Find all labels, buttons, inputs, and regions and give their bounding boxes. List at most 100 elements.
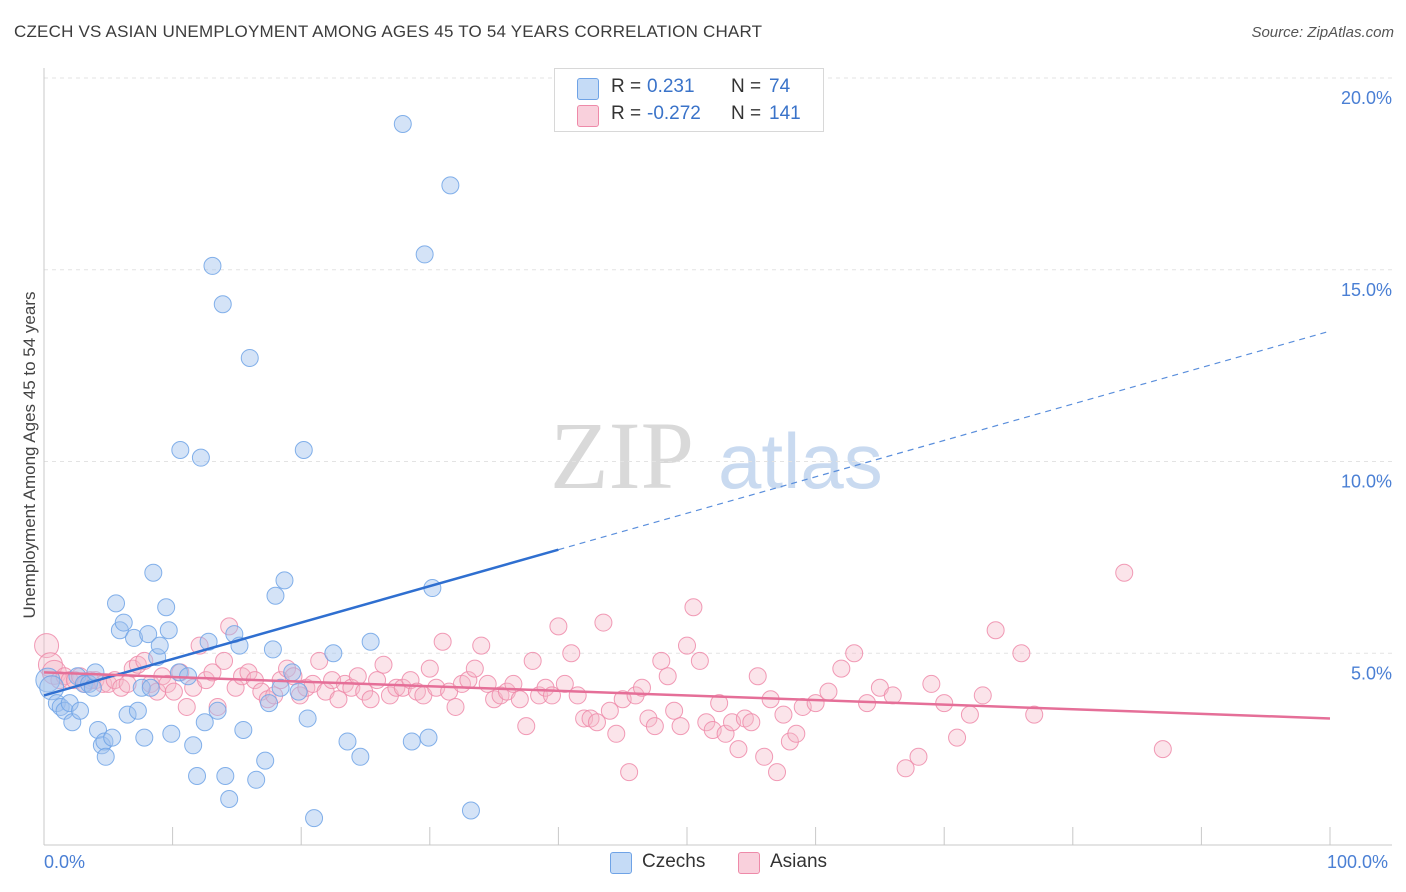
asian-point	[465, 659, 484, 678]
czech-point	[132, 678, 151, 697]
asian-point	[755, 747, 774, 766]
asian-point	[517, 717, 536, 736]
correlation-legend: R = 0.231 N = 74 R = -0.272 N = 141	[554, 68, 824, 132]
czech-point	[199, 632, 218, 651]
asian-point	[652, 651, 671, 670]
czech-point	[159, 621, 178, 640]
asian-point	[665, 701, 684, 720]
czech-point	[361, 632, 380, 651]
czech-point	[266, 586, 285, 605]
asian-point	[387, 678, 406, 697]
asian-point	[632, 678, 651, 697]
source-label: Source: ZipAtlas.com	[1251, 24, 1394, 41]
asian-point	[671, 717, 690, 736]
czech-point	[393, 115, 412, 134]
asian-point	[555, 674, 574, 693]
asian-point	[197, 671, 216, 690]
asian-point	[960, 705, 979, 724]
asian-point	[742, 713, 761, 732]
asian-point	[697, 713, 716, 732]
asian-point	[1025, 705, 1044, 724]
legend-n-value-czechs: 74	[769, 76, 791, 97]
asian-point	[845, 644, 864, 663]
czech-point	[103, 728, 122, 747]
asian-point	[819, 682, 838, 701]
czech-trend-solid	[43, 548, 559, 697]
y-tick-label: 20.0%	[1341, 88, 1392, 108]
czech-point	[234, 720, 253, 739]
asian-point	[549, 617, 568, 636]
asian-point	[587, 713, 606, 732]
asian-point	[716, 724, 735, 743]
czech-point	[289, 682, 308, 701]
asian-point	[374, 655, 393, 674]
czech-point	[150, 636, 169, 655]
asian-point	[536, 678, 555, 697]
czech-point	[60, 694, 79, 713]
chart-title: CZECH VS ASIAN UNEMPLOYMENT AMONG AGES 4…	[14, 22, 763, 41]
czech-point	[162, 724, 181, 743]
asian-point	[626, 686, 645, 705]
asian-point	[973, 686, 992, 705]
asian-point	[690, 651, 709, 670]
asian-point	[774, 705, 793, 724]
asian-point	[420, 659, 439, 678]
czech-point	[263, 640, 282, 659]
asian-point	[177, 697, 196, 716]
asian-point	[472, 636, 491, 655]
asian-point	[768, 763, 787, 782]
asian-point	[620, 763, 639, 782]
czech-point	[338, 732, 357, 751]
asian-point	[600, 701, 619, 720]
czech-point	[195, 713, 214, 732]
czech-point	[114, 613, 133, 632]
legend-n-value-asians: 141	[769, 103, 801, 124]
czech-point	[294, 440, 313, 459]
asian-point	[158, 674, 177, 693]
czech-point	[135, 728, 154, 747]
asian-point	[208, 697, 227, 716]
asian-point	[594, 613, 613, 632]
bottom-legend-label-asians: Asians	[770, 851, 828, 872]
asian-point	[986, 621, 1005, 640]
legend-r-label-czechs: R =	[611, 76, 642, 97]
y-tick-label: 15.0%	[1341, 280, 1392, 300]
asian-point	[639, 709, 658, 728]
asian-point	[37, 652, 63, 678]
czech-point	[128, 701, 147, 720]
czech-point	[305, 809, 324, 828]
asian-point	[329, 690, 348, 709]
asian-point	[446, 697, 465, 716]
asian-point	[645, 717, 664, 736]
asian-point	[678, 636, 696, 655]
czech-point	[96, 747, 115, 766]
y-tick-labels: 5.0% 10.0% 15.0% 20.0%	[1341, 88, 1392, 683]
czech-point	[298, 709, 317, 728]
asian-trend-line	[43, 671, 1331, 720]
czech-point	[171, 440, 190, 459]
asian-point	[1012, 644, 1031, 663]
czech-point	[107, 594, 126, 613]
legend-swatch-czechs	[577, 78, 599, 100]
asian-point	[935, 694, 954, 713]
asian-point	[523, 651, 542, 670]
czech-point	[35, 667, 61, 693]
asian-point	[568, 686, 587, 705]
czech-point	[141, 678, 160, 697]
czech-point	[213, 295, 232, 314]
asian-point	[832, 659, 851, 678]
czech-point	[144, 563, 163, 582]
czech-point	[283, 663, 302, 682]
asian-point	[368, 671, 387, 690]
trend-lines	[43, 330, 1331, 720]
czech-point	[203, 256, 222, 275]
asian-point	[215, 651, 234, 670]
asian-point	[1115, 563, 1134, 582]
asian-point	[658, 667, 677, 686]
asian-point	[393, 678, 412, 697]
czech-point	[125, 628, 144, 647]
x-tick-label-max: 100.0%	[1327, 852, 1389, 872]
bottom-legend-swatch-asians	[738, 852, 760, 874]
czech-point	[188, 766, 207, 785]
